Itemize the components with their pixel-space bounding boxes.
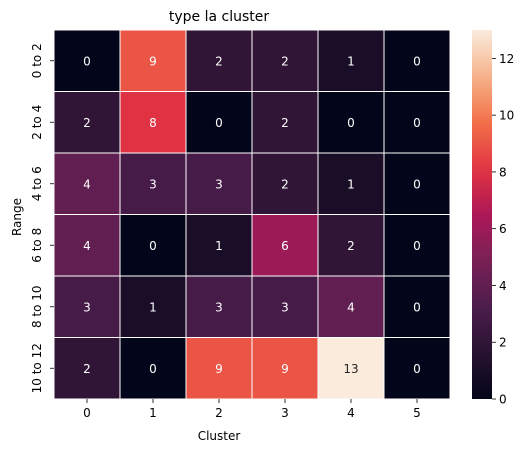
heatmap-cell	[119, 214, 187, 277]
cell-value-label: 0	[149, 362, 157, 376]
cell-value-label: 4	[83, 239, 91, 253]
heatmap-cell	[53, 275, 121, 338]
heatmap-cell	[383, 337, 451, 400]
cell-value-label: 0	[413, 300, 421, 314]
y-tick-label: 0 to 2	[30, 43, 44, 78]
heatmap-cell	[119, 91, 187, 154]
cell-value-label: 8	[149, 116, 157, 130]
heatmap-cell	[383, 214, 451, 277]
heatmap-cell	[53, 337, 121, 400]
colorbar-tick-label: 0	[499, 393, 507, 407]
cell-value-label: 3	[83, 300, 91, 314]
y-tick-label: 2 to 4	[30, 105, 44, 140]
colorbar-tick-label: 8	[499, 165, 507, 179]
heatmap-cell	[53, 29, 121, 92]
cell-value-label: 2	[281, 116, 289, 130]
heatmap-cell	[251, 214, 319, 277]
y-tick-label: 6 to 8	[30, 228, 44, 263]
chart-title: type la cluster	[169, 9, 270, 25]
heatmap-cell	[317, 152, 385, 215]
cell-value-label: 3	[215, 300, 223, 314]
heatmap-cell	[317, 275, 385, 338]
colorbar: 0 2 4 6 8 10 12	[472, 30, 514, 407]
cell-value-label: 2	[215, 54, 223, 68]
y-axis: 0 to 2 2 to 4 4 to 6 6 to 8 8 to 10 10 to 12	[30, 43, 54, 393]
cell-value-label: 3	[281, 300, 289, 314]
colorbar-tick-label: 6	[499, 222, 507, 236]
y-tick-label: 4 to 6	[30, 166, 44, 201]
heatmap-cell	[317, 214, 385, 277]
cell-value-label: 0	[215, 116, 223, 130]
colorbar-gradient	[472, 30, 492, 399]
heatmap-cell	[251, 91, 319, 154]
cell-value-label: 1	[347, 54, 355, 68]
cell-value-label: 2	[281, 177, 289, 191]
colorbar-tick-label: 2	[499, 336, 507, 350]
cell-value-label: 0	[413, 54, 421, 68]
x-tick-label: 1	[149, 406, 157, 420]
heatmap-cell	[119, 152, 187, 215]
cell-value-label: 0	[83, 54, 91, 68]
y-tick-label: 10 to 12	[30, 343, 44, 393]
cell-value-label: 6	[281, 239, 289, 253]
cell-value-label: 0	[347, 116, 355, 130]
y-axis-label: Range	[10, 198, 24, 236]
cell-value-label: 9	[215, 362, 223, 376]
colorbar-tick-label: 12	[499, 52, 514, 66]
cell-value-label: 0	[413, 177, 421, 191]
heatmap-cell	[185, 275, 253, 338]
cell-value-label: 3	[149, 177, 157, 191]
cell-value-label: 1	[215, 239, 223, 253]
cell-value-label: 2	[83, 362, 91, 376]
heatmap-cell	[383, 152, 451, 215]
cell-value-label: 1	[347, 177, 355, 191]
heatmap-cell	[383, 91, 451, 154]
cell-value-label: 0	[413, 239, 421, 253]
x-tick-label: 5	[413, 406, 421, 420]
heatmap-cell	[185, 214, 253, 277]
cell-value-label: 0	[413, 362, 421, 376]
cell-value-label: 0	[413, 116, 421, 130]
cell-value-label: 2	[281, 54, 289, 68]
heatmap-cell	[251, 275, 319, 338]
x-axis-label: Cluster	[198, 429, 241, 443]
x-tick-label: 0	[83, 406, 91, 420]
colorbar-tick-label: 4	[499, 279, 507, 293]
heatmap-cell	[53, 214, 121, 277]
cell-value-label: 9	[149, 54, 157, 68]
x-tick-label: 2	[215, 406, 223, 420]
cell-value-label: 3	[215, 177, 223, 191]
heatmap-cell	[251, 152, 319, 215]
cell-value-label: 2	[347, 239, 355, 253]
x-tick-label: 3	[281, 406, 289, 420]
heatmap-cell	[383, 275, 451, 338]
x-tick-label: 4	[347, 406, 355, 420]
heatmap-cells: 0 9 2 2 1 02 8 0 2 0 04 3 3 2 1 04 0 1 6 2 03 1 3 3 4 02 0 9 9 13 0	[53, 29, 451, 400]
cell-value-label: 4	[83, 177, 91, 191]
cell-value-label: 9	[281, 362, 289, 376]
y-tick-label: 8 to 10	[30, 285, 44, 328]
cell-value-label: 1	[149, 300, 157, 314]
heatmap-cell	[119, 29, 187, 92]
cell-value-label: 13	[343, 362, 358, 376]
heatmap-cell	[251, 29, 319, 92]
cell-value-label: 4	[347, 300, 355, 314]
cell-value-label: 2	[83, 116, 91, 130]
cell-value-label: 0	[149, 239, 157, 253]
x-axis: 0 1 2 3 4 5	[83, 399, 421, 420]
heatmap-cell	[383, 29, 451, 92]
heatmap-cell	[185, 29, 253, 92]
colorbar-tick-label: 10	[499, 109, 514, 123]
